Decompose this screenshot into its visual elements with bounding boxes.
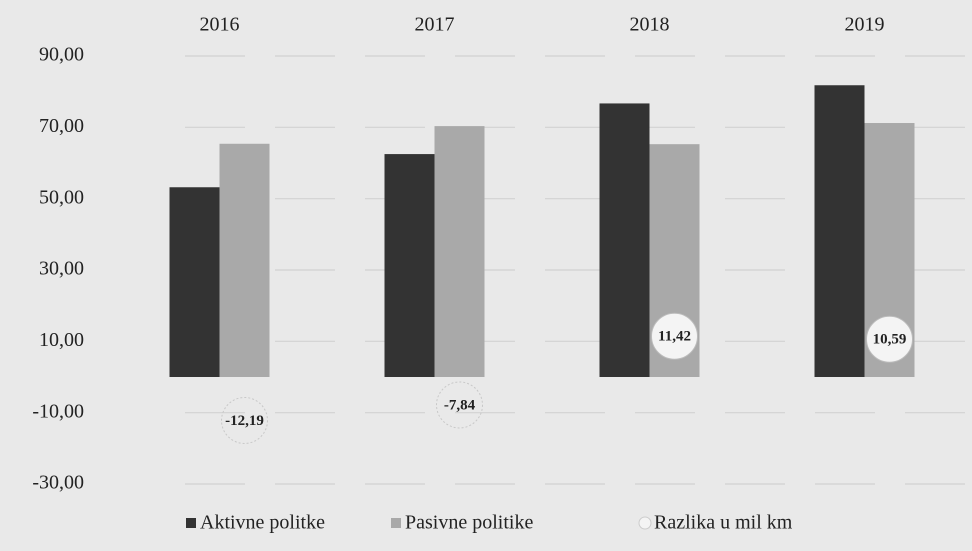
x-tick-label: 2018: [630, 14, 670, 36]
difference-marker: [651, 312, 698, 360]
bar: [434, 126, 485, 377]
bar: [219, 143, 270, 377]
y-tick-label: -30,00: [32, 472, 84, 494]
legend-swatch: [186, 518, 196, 528]
y-tick-label: 50,00: [39, 186, 84, 208]
y-tick-label: 90,00: [39, 44, 84, 66]
legend-swatch: [638, 516, 652, 530]
difference-marker: [221, 396, 268, 444]
bar: [599, 103, 650, 377]
difference-marker: [866, 315, 913, 363]
data-label: -12,19: [225, 413, 264, 429]
x-tick-label: 2017: [415, 14, 455, 36]
bar: [384, 154, 435, 377]
x-tick-label: 2019: [845, 14, 885, 36]
y-tick-label: 70,00: [39, 115, 84, 137]
legend-label: Razlika u mil km: [654, 512, 793, 534]
y-tick-label: 10,00: [39, 329, 84, 351]
data-label: 11,42: [658, 329, 691, 345]
data-label: -7,84: [444, 397, 476, 413]
bar: [169, 187, 220, 377]
legend-label: Aktivne politke: [200, 512, 325, 534]
x-tick-label: 2016: [200, 14, 240, 36]
y-tick-label: -10,00: [32, 400, 84, 422]
y-tick-label: 30,00: [39, 258, 84, 280]
legend-swatch: [391, 518, 401, 528]
difference-marker: [436, 381, 483, 429]
legend-label: Pasivne politike: [405, 512, 533, 534]
bar: [814, 85, 865, 377]
data-label: 10,59: [873, 332, 907, 348]
